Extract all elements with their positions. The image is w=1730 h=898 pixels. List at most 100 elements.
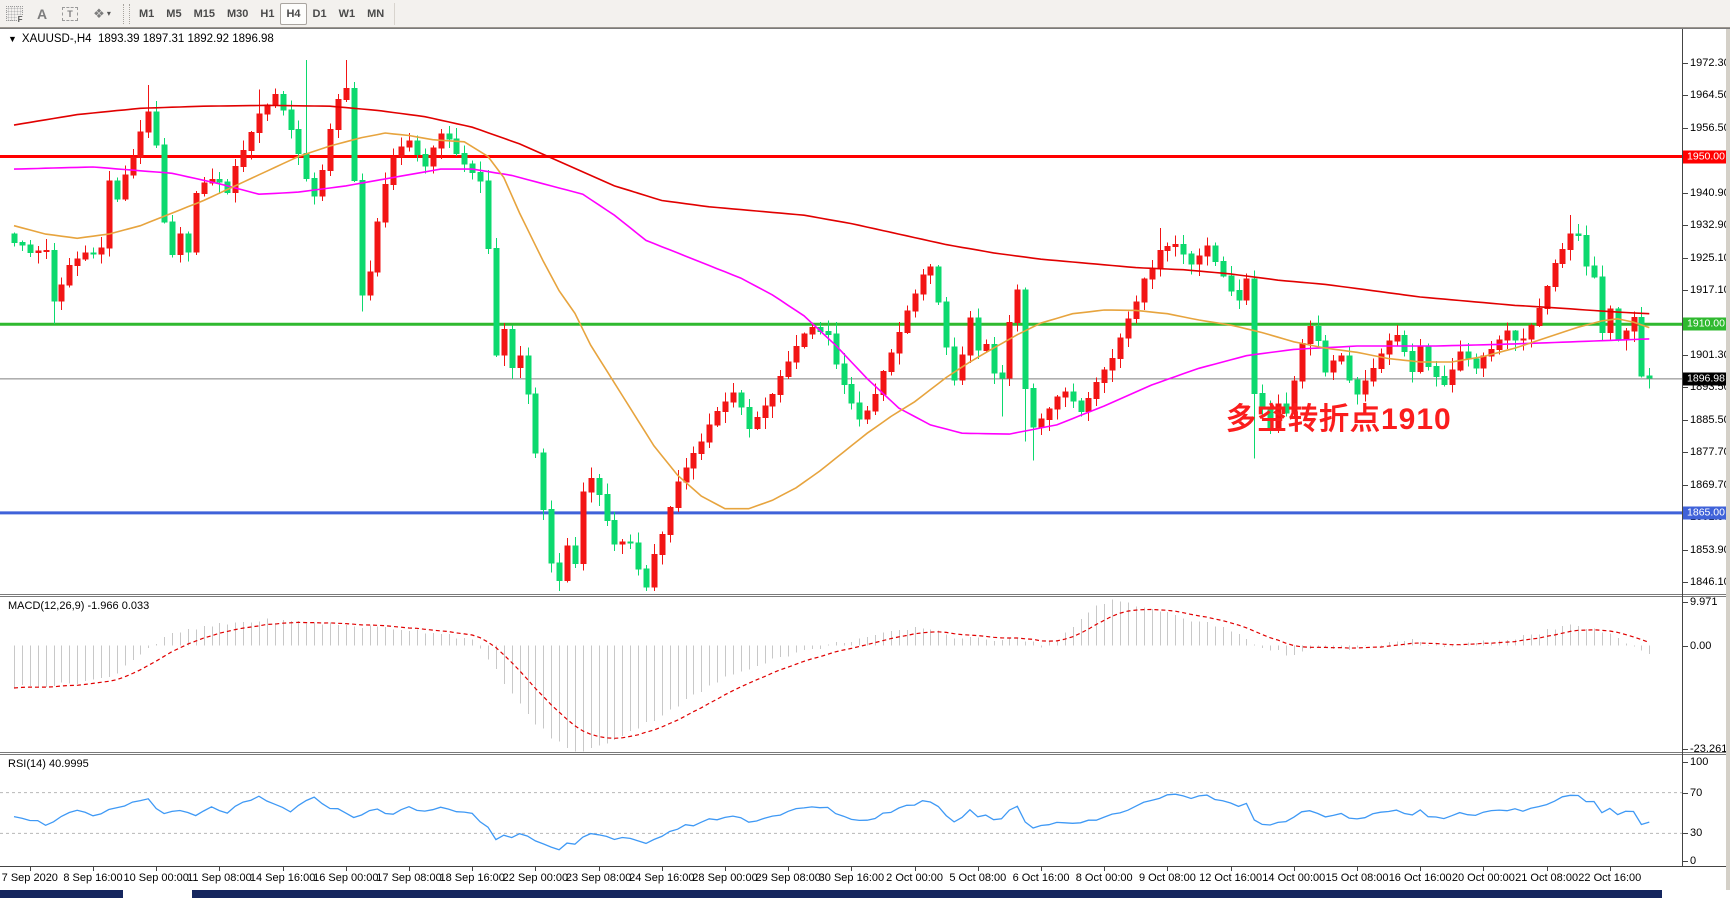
panel-borders bbox=[0, 28, 1730, 867]
candle bbox=[1322, 334, 1329, 377]
horizontal-level-lines[interactable] bbox=[0, 155, 1682, 515]
candle bbox=[1433, 361, 1440, 387]
timeframe-button-M5[interactable]: M5 bbox=[166, 7, 182, 20]
x-axis-label: 16 Sep 00:00 bbox=[313, 872, 379, 884]
arrow-objects-button[interactable]: ❖ ▾ bbox=[85, 3, 119, 25]
rsi-scale-label: 30 bbox=[1690, 827, 1703, 840]
candle bbox=[1133, 295, 1140, 324]
candle bbox=[517, 346, 524, 378]
candle bbox=[864, 406, 871, 424]
candle bbox=[1330, 355, 1337, 380]
candle bbox=[1362, 370, 1369, 402]
candle bbox=[130, 149, 137, 179]
chart-annotation: 多空转折点1910 bbox=[1226, 403, 1452, 436]
candle bbox=[343, 60, 350, 102]
candle bbox=[1022, 287, 1029, 442]
y-axis-label: 1877.70 bbox=[1690, 446, 1730, 459]
candle bbox=[1164, 242, 1171, 262]
timeframe-button-W1[interactable]: W1 bbox=[338, 7, 356, 20]
candle bbox=[106, 170, 113, 257]
candle bbox=[777, 370, 784, 403]
current-price-tag: 1896.98 bbox=[1683, 372, 1729, 386]
candle bbox=[66, 258, 73, 288]
y-axis-label: 1853.90 bbox=[1690, 543, 1730, 556]
candle bbox=[540, 448, 547, 521]
toolbar-separator bbox=[394, 2, 396, 25]
candle bbox=[311, 172, 318, 205]
candle bbox=[374, 218, 381, 277]
macd-histogram bbox=[14, 599, 1650, 752]
candle bbox=[1030, 383, 1037, 461]
candle bbox=[169, 215, 176, 258]
timeframe-button-D1[interactable]: D1 bbox=[312, 7, 327, 20]
x-axis-label: 5 Oct 08:00 bbox=[949, 872, 1007, 884]
candle bbox=[461, 145, 468, 172]
candle bbox=[509, 325, 516, 379]
candle bbox=[430, 145, 437, 174]
macd-indicator-label: MACD(12,26,9) -1.966 0.033 bbox=[8, 600, 150, 612]
candle bbox=[706, 413, 713, 449]
ma-orange-line bbox=[13, 132, 1650, 510]
candle bbox=[1354, 376, 1361, 405]
macd-scale-label: -23.261 bbox=[1690, 743, 1728, 755]
candle bbox=[1212, 242, 1219, 267]
candle bbox=[762, 397, 769, 429]
timeframe-button-M30[interactable]: M30 bbox=[226, 7, 249, 20]
candle bbox=[1117, 333, 1124, 369]
candle bbox=[588, 467, 595, 503]
candle bbox=[1014, 284, 1021, 332]
candle bbox=[746, 398, 753, 438]
x-axis-label: 11 Sep 08:00 bbox=[187, 872, 252, 884]
candle bbox=[1583, 225, 1590, 276]
candle bbox=[1307, 320, 1314, 356]
candle bbox=[1401, 330, 1408, 357]
candle bbox=[1449, 358, 1456, 393]
taskbar-strip-left bbox=[0, 890, 123, 898]
text-label-button[interactable]: A bbox=[29, 3, 55, 25]
candle bbox=[951, 337, 958, 386]
candle bbox=[90, 247, 97, 259]
candle bbox=[1228, 266, 1235, 296]
candle bbox=[82, 245, 89, 261]
candle bbox=[1599, 265, 1606, 341]
candle bbox=[991, 337, 998, 385]
y-axis-label: 1932.90 bbox=[1690, 219, 1730, 232]
timeframe-button-M1[interactable]: M1 bbox=[139, 7, 155, 20]
timeframe-button-M15[interactable]: M15 bbox=[193, 7, 215, 20]
objects-grid-button[interactable]: F bbox=[1, 3, 27, 25]
candle bbox=[1370, 358, 1377, 387]
candle bbox=[27, 239, 34, 257]
candle bbox=[367, 260, 374, 301]
x-axis-label: 16 Oct 16:00 bbox=[1388, 872, 1452, 884]
candle bbox=[738, 390, 745, 415]
candle bbox=[1062, 387, 1069, 408]
x-axis-label: 18 Sep 16:00 bbox=[439, 872, 505, 884]
timeframe-button-MN[interactable]: MN bbox=[367, 7, 385, 20]
candle bbox=[1607, 305, 1614, 340]
y-axis-label: 1956.50 bbox=[1690, 121, 1730, 134]
candle bbox=[627, 534, 634, 549]
candle bbox=[1093, 377, 1100, 406]
y-axis-label: 1869.70 bbox=[1690, 478, 1730, 491]
timeframe-button-H4[interactable]: H4 bbox=[280, 2, 307, 25]
candle bbox=[216, 171, 223, 195]
candle bbox=[856, 391, 863, 427]
timeframe-button-H1[interactable]: H1 bbox=[260, 7, 275, 20]
x-axis-label: 6 Oct 16:00 bbox=[1012, 872, 1070, 884]
candle bbox=[785, 350, 792, 379]
candle bbox=[1591, 256, 1598, 279]
timeframe-group: M1 M5 M15 M30 H1 H4 D1 W1 MN bbox=[133, 2, 390, 25]
text-box-button[interactable]: T bbox=[57, 3, 83, 25]
toolbar-grip[interactable] bbox=[123, 3, 130, 24]
candle bbox=[1520, 328, 1527, 351]
y-axis-label: 1917.10 bbox=[1690, 284, 1730, 297]
rsi-indicator-label: RSI(14) 40.9995 bbox=[8, 758, 89, 770]
candle bbox=[35, 246, 42, 264]
level-price-tag-1910: 1910.00 bbox=[1683, 317, 1729, 331]
candle bbox=[74, 251, 81, 276]
candle bbox=[1646, 367, 1653, 389]
objects-grid-icon: F bbox=[5, 6, 24, 24]
candle bbox=[1085, 391, 1092, 421]
